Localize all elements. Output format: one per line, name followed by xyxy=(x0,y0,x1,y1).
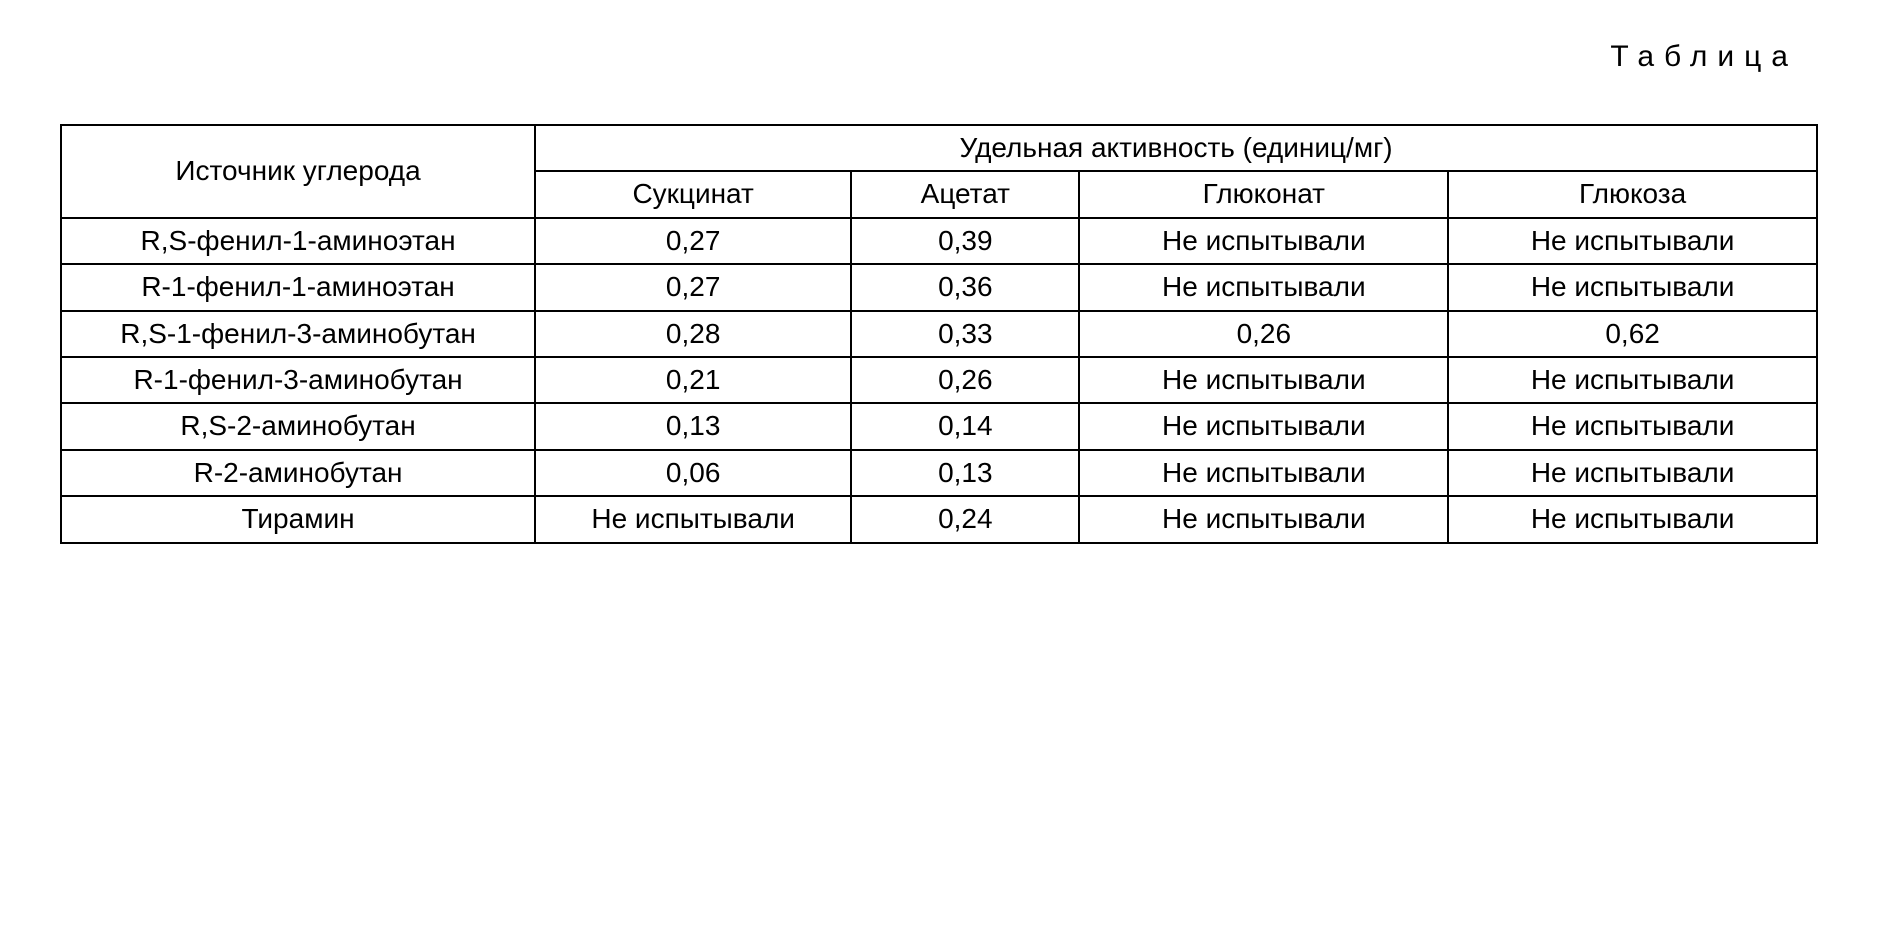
cell: 0,21 xyxy=(535,357,851,403)
cell: Не испытывали xyxy=(1079,496,1448,542)
cell: Не испытывали xyxy=(1079,403,1448,449)
table-row: R,S-1-фенил-3-аминобутан 0,28 0,33 0,26 … xyxy=(61,311,1817,357)
cell: Не испытывали xyxy=(1079,357,1448,403)
header-row-label: Источник углерода xyxy=(61,125,535,218)
cell: Не испытывали xyxy=(1448,450,1817,496)
cell: 0,27 xyxy=(535,264,851,310)
cell: 0,14 xyxy=(851,403,1079,449)
cell: 0,24 xyxy=(851,496,1079,542)
cell: Не испытывали xyxy=(1448,218,1817,264)
header-spanning-label: Удельная активность (единиц/мг) xyxy=(535,125,1817,171)
cell: 0,26 xyxy=(851,357,1079,403)
table-row: R-2-аминобутан 0,06 0,13 Не испытывали Н… xyxy=(61,450,1817,496)
table-row: R-1-фенил-3-аминобутан 0,21 0,26 Не испы… xyxy=(61,357,1817,403)
table-row: R,S-2-аминобутан 0,13 0,14 Не испытывали… xyxy=(61,403,1817,449)
cell: 0,26 xyxy=(1079,311,1448,357)
table-caption: Таблица xyxy=(60,40,1818,74)
row-label: R-1-фенил-1-аминоэтан xyxy=(61,264,535,310)
cell: Не испытывали xyxy=(1448,496,1817,542)
header-col-2: Глюконат xyxy=(1079,171,1448,217)
cell: Не испытывали xyxy=(1079,264,1448,310)
cell: Не испытывали xyxy=(535,496,851,542)
cell: 0,13 xyxy=(535,403,851,449)
cell: 0,13 xyxy=(851,450,1079,496)
header-col-0: Сукцинат xyxy=(535,171,851,217)
cell: 0,28 xyxy=(535,311,851,357)
row-label: R,S-2-аминобутан xyxy=(61,403,535,449)
table-row: R,S-фенил-1-аминоэтан 0,27 0,39 Не испыт… xyxy=(61,218,1817,264)
cell: Не испытывали xyxy=(1448,264,1817,310)
row-label: R,S-1-фенил-3-аминобутан xyxy=(61,311,535,357)
cell: 0,62 xyxy=(1448,311,1817,357)
cell: Не испытывали xyxy=(1079,218,1448,264)
row-label: Тирамин xyxy=(61,496,535,542)
cell: 0,39 xyxy=(851,218,1079,264)
cell: Не испытывали xyxy=(1448,403,1817,449)
row-label: R-2-аминобутан xyxy=(61,450,535,496)
cell: 0,36 xyxy=(851,264,1079,310)
row-label: R-1-фенил-3-аминобутан xyxy=(61,357,535,403)
header-col-3: Глюкоза xyxy=(1448,171,1817,217)
table-row: R-1-фенил-1-аминоэтан 0,27 0,36 Не испыт… xyxy=(61,264,1817,310)
data-table: Источник углерода Удельная активность (е… xyxy=(60,124,1818,544)
cell: 0,06 xyxy=(535,450,851,496)
cell: 0,27 xyxy=(535,218,851,264)
row-label: R,S-фенил-1-аминоэтан xyxy=(61,218,535,264)
cell: 0,33 xyxy=(851,311,1079,357)
cell: Не испытывали xyxy=(1079,450,1448,496)
table-row: Тирамин Не испытывали 0,24 Не испытывали… xyxy=(61,496,1817,542)
header-col-1: Ацетат xyxy=(851,171,1079,217)
cell: Не испытывали xyxy=(1448,357,1817,403)
